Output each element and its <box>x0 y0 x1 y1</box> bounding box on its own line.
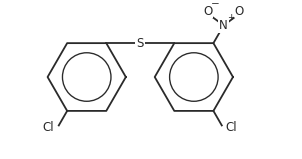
Text: Cl: Cl <box>43 121 54 134</box>
Text: O: O <box>235 5 244 18</box>
Text: O: O <box>203 5 213 18</box>
Text: S: S <box>137 37 144 50</box>
Text: Cl: Cl <box>226 121 237 134</box>
Text: +: + <box>227 13 235 22</box>
Text: −: − <box>211 0 220 9</box>
Text: N: N <box>219 19 228 32</box>
